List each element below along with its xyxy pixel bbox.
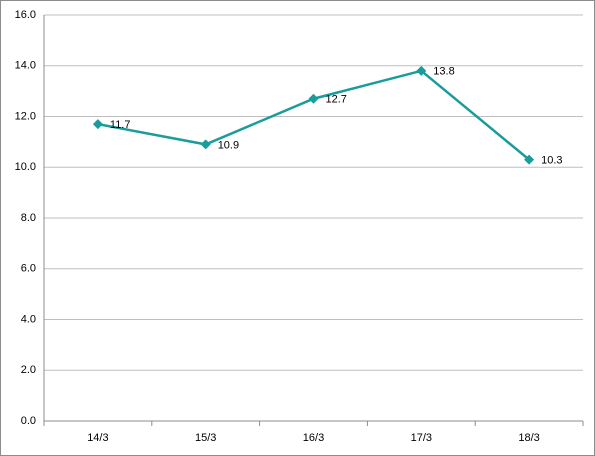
data-label: 11.7 [110, 119, 131, 131]
marker [92, 119, 103, 130]
x-tick-label: 14/3 [87, 432, 108, 444]
x-tick-label: 17/3 [411, 432, 432, 444]
data-label: 12.7 [326, 94, 347, 106]
y-tick-label: 12.0 [15, 110, 36, 122]
y-tick-label: 0.0 [21, 415, 36, 427]
data-label: 10.3 [541, 155, 562, 167]
marker [416, 65, 427, 76]
y-tick-label: 8.0 [21, 212, 36, 224]
y-tick-label: 2.0 [21, 364, 36, 376]
data-label: 13.8 [433, 66, 454, 78]
y-tick-label: 14.0 [15, 60, 36, 72]
x-tick-label: 16/3 [303, 432, 324, 444]
x-tick-label: 18/3 [518, 432, 539, 444]
data-label: 10.9 [218, 139, 239, 151]
marker [308, 93, 319, 104]
x-tick-label: 15/3 [195, 432, 216, 444]
y-tick-label: 6.0 [21, 263, 36, 275]
y-tick-label: 10.0 [15, 161, 36, 173]
y-tick-label: 16.0 [15, 9, 36, 21]
marker [524, 154, 535, 165]
y-tick-label: 4.0 [21, 313, 36, 325]
marker [200, 139, 211, 150]
